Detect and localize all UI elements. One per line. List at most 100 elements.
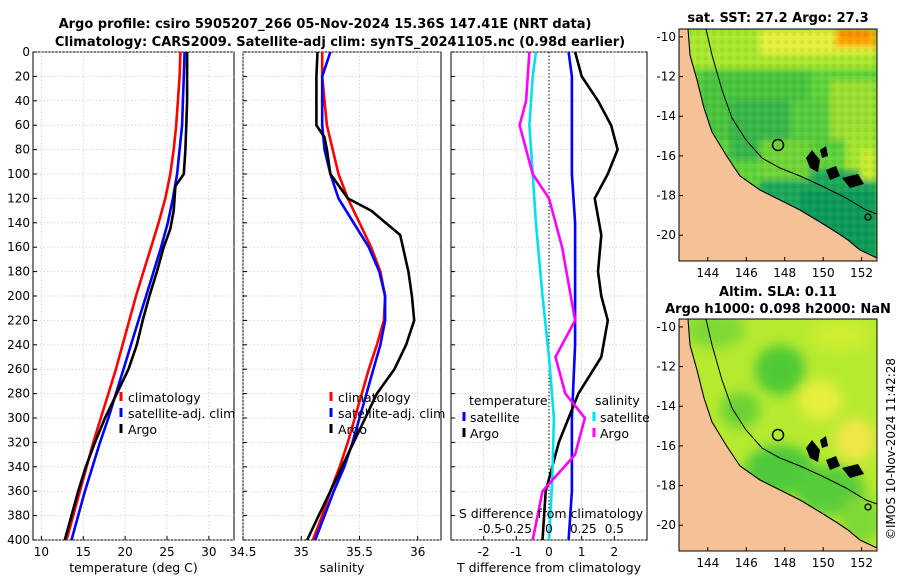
map-x-tick-label: 146 — [735, 556, 758, 570]
sla-map-title-line1: Altim. SLA: 0.11 — [719, 285, 837, 300]
x-tick-label: 1 — [578, 545, 586, 559]
series-line-temperature-satellite — [567, 51, 577, 541]
map-y-tick-label: -10 — [656, 30, 676, 44]
sst-map-field — [679, 29, 877, 261]
salinity-panel: 34.5 35 35.5 36 salinity climatologysatellite… — [230, 51, 445, 575]
series-line-satellite-adj-clim — [70, 51, 186, 541]
sla-map-title-line2: Argo h1000: 0.098 h2000: NaN — [665, 302, 891, 317]
series-line-temperature-argo — [541, 51, 619, 541]
map-y-tick-label: -12 — [656, 70, 676, 84]
y-tick-label: 240 — [7, 338, 30, 352]
figure-title-line2: Climatology: CARS2009. Satellite-adj cli… — [55, 35, 625, 50]
s-axis-label: S difference from climatology — [459, 506, 644, 521]
y-tick-label: 380 — [7, 509, 30, 523]
legend-temperature-title: temperature — [469, 393, 548, 408]
x-tick-label: 35.5 — [346, 545, 373, 559]
sla-land-mask — [679, 319, 877, 551]
s-tick-label: 0 — [545, 522, 553, 536]
y-tick-label: 140 — [7, 216, 30, 230]
map-y-tick-label: -14 — [656, 109, 676, 123]
x-tick-label: 15 — [76, 545, 91, 559]
difference-panel: -2 -1 0 1 2T difference from climatology temp… — [450, 51, 650, 575]
legend-salinity-item: satellite — [600, 410, 650, 425]
series-line-argo — [305, 51, 416, 541]
map-y-tick-label: -10 — [656, 320, 676, 334]
map-y-tick-label: -14 — [656, 399, 676, 413]
legend-temperature-item: Argo — [470, 426, 499, 441]
legend-temperature-item: satellite — [470, 410, 520, 425]
map-x-tick-label: 146 — [735, 266, 758, 280]
map-x-tick-label: 144 — [696, 556, 719, 570]
x-tick-label: -2 — [478, 545, 490, 559]
x-tick-label: 20 — [117, 545, 132, 559]
sla-map-field — [679, 319, 877, 551]
y-tick-label: 160 — [7, 240, 30, 254]
map-x-tick-label: 150 — [812, 266, 835, 280]
y-tick-label: 340 — [7, 460, 30, 474]
map-x-tick-label: 152 — [850, 556, 873, 570]
x-axis-label: salinity — [320, 560, 365, 575]
legend-label: Argo — [338, 422, 367, 437]
series-line-argo — [63, 52, 189, 541]
map-y-tick-label: -20 — [656, 518, 676, 532]
map-y-tick-label: -16 — [656, 439, 676, 453]
sla-map: Altim. SLA: 0.11 Argo h1000: 0.098 h2000… — [656, 285, 890, 570]
y-tick-label: 80 — [15, 143, 30, 157]
legend-label: climatology — [338, 390, 411, 405]
map-x-tick-label: 144 — [696, 266, 719, 280]
x-tick-label: 25 — [159, 545, 174, 559]
series-line-salinity-satellite — [528, 51, 556, 541]
y-tick-label: 280 — [7, 387, 30, 401]
figure-title-line1: Argo profile: csiro 5905207_266 05-Nov-2… — [59, 17, 592, 32]
x-tick-label: 30 — [201, 545, 216, 559]
legend-label: satellite-adj. clim — [338, 406, 445, 421]
x-tick-label: 2 — [611, 545, 619, 559]
x-tick-label: 35 — [294, 545, 309, 559]
s-tick-label: 0.25 — [570, 522, 597, 536]
series-line-salinity-argo — [518, 51, 587, 541]
y-tick-label: 400 — [7, 533, 30, 547]
legend-label: Argo — [128, 422, 157, 437]
sst-map-title: sat. SST: 27.2 Argo: 27.3 — [687, 11, 868, 26]
y-tick-label: 180 — [7, 265, 30, 279]
map-y-tick-label: -18 — [656, 479, 676, 493]
map-y-tick-label: -18 — [656, 189, 676, 203]
y-tick-label: 200 — [7, 289, 30, 303]
y-tick-label: 40 — [15, 94, 30, 108]
x-tick-label: 10 — [34, 545, 49, 559]
s-tick-label: 0.5 — [605, 522, 624, 536]
map-y-tick-label: -16 — [656, 149, 676, 163]
x-tick-label: -1 — [510, 545, 522, 559]
s-tick-label: -0.5 — [478, 522, 501, 536]
sla-map-axes: 144 146 148 150 152 -10 -12 -14 -16 -18 -20 — [656, 320, 873, 570]
x-axis-label: temperature (deg C) — [69, 560, 198, 575]
s-tick-label: -0.25 — [501, 522, 532, 536]
x-tick-label: 36 — [410, 545, 425, 559]
y-tick-label: 300 — [7, 411, 30, 425]
map-x-tick-label: 150 — [812, 556, 835, 570]
y-tick-label: 20 — [15, 69, 30, 83]
legend-salinity-title: salinity — [595, 393, 640, 408]
y-tick-label: 320 — [7, 435, 30, 449]
y-tick-label: 0 — [22, 45, 30, 59]
y-tick-label: 120 — [7, 191, 30, 205]
sst-map: sat. SST: 27.2 Argo: 27.3 — [656, 11, 878, 280]
map-x-tick-label: 148 — [773, 556, 796, 570]
map-x-tick-label: 152 — [850, 266, 873, 280]
legend-label: climatology — [128, 390, 201, 405]
x-axis-label: T difference from climatology — [456, 560, 642, 575]
map-y-tick-label: -12 — [656, 360, 676, 374]
y-tick-label: 360 — [7, 484, 30, 498]
sst-land-mask — [679, 29, 877, 261]
y-tick-label: 100 — [7, 167, 30, 181]
map-x-tick-label: 148 — [773, 266, 796, 280]
imos-stamp: ©IMOS 10-Nov-2024 11:42:28 — [884, 358, 898, 540]
y-tick-label: 60 — [15, 118, 30, 132]
sst-map-axes: 144 146 148 150 152 -10 -12 -14 -16 -18 -20 — [656, 30, 873, 280]
legend-label: satellite-adj. clim — [128, 406, 235, 421]
y-tick-label: 220 — [7, 313, 30, 327]
map-y-tick-label: -20 — [656, 228, 676, 242]
plot-area — [32, 51, 235, 541]
x-tick-label: 34.5 — [230, 545, 257, 559]
